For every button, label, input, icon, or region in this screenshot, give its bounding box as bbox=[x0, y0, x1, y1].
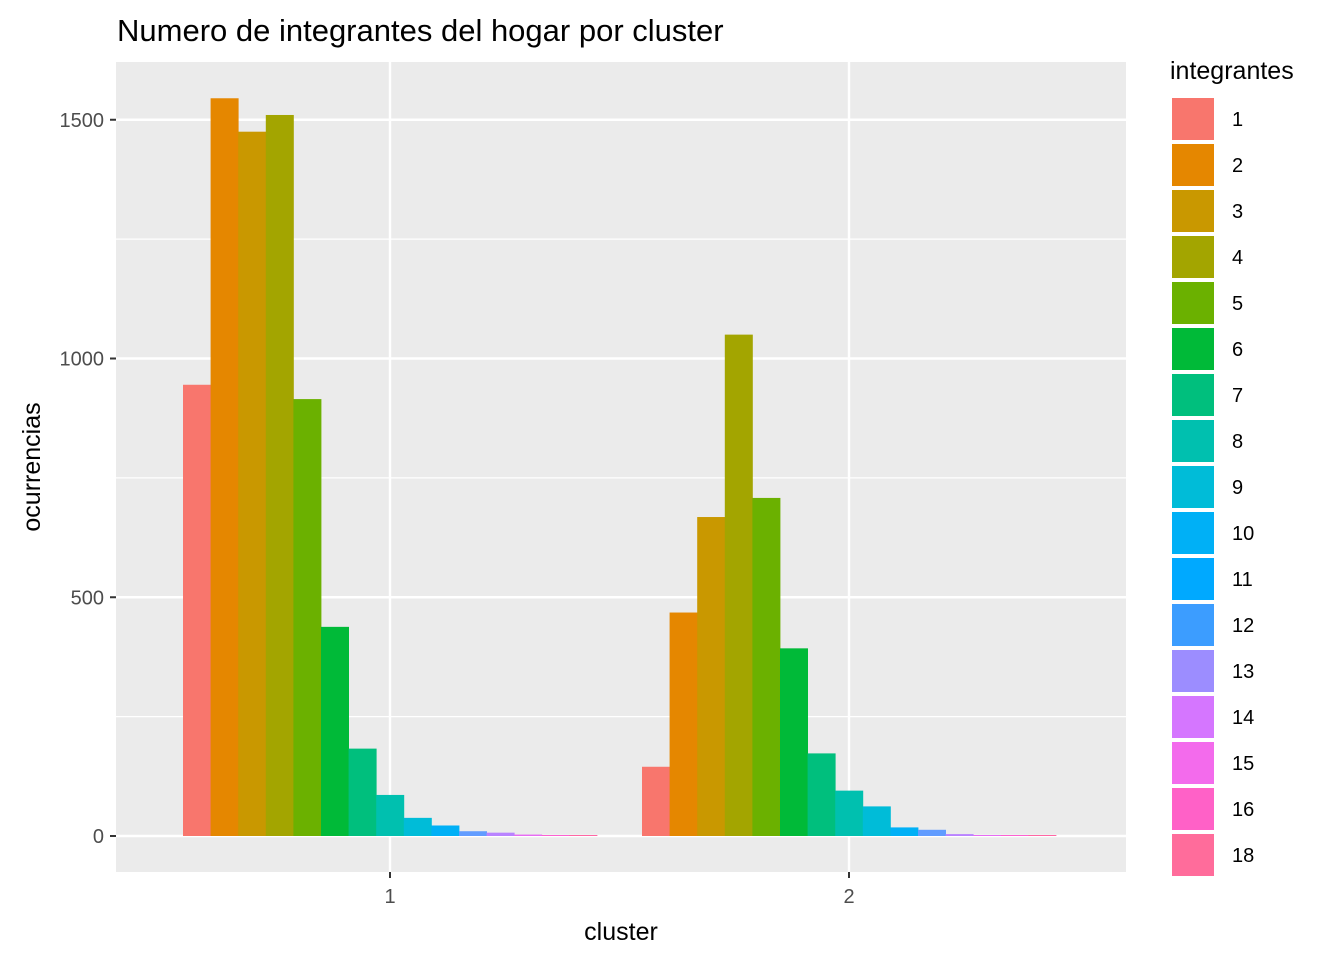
bar bbox=[890, 827, 919, 836]
bar bbox=[514, 834, 543, 836]
y-tick-label: 1000 bbox=[60, 349, 105, 371]
legend-key bbox=[1172, 650, 1214, 692]
bar bbox=[862, 806, 891, 836]
legend-label: 5 bbox=[1232, 293, 1243, 315]
bar bbox=[669, 612, 698, 836]
bar bbox=[945, 834, 974, 836]
x-tick-label: 1 bbox=[384, 886, 395, 908]
bar bbox=[265, 114, 294, 837]
legend-label: 3 bbox=[1232, 201, 1243, 223]
legend-key bbox=[1172, 604, 1214, 646]
legend-label: 16 bbox=[1232, 799, 1254, 821]
legend-key bbox=[1172, 742, 1214, 784]
legend-key bbox=[1172, 512, 1214, 554]
legend-key bbox=[1172, 236, 1214, 278]
legend-label: 14 bbox=[1232, 707, 1254, 729]
legend-key bbox=[1172, 282, 1214, 324]
bar bbox=[183, 384, 211, 836]
legend-label: 12 bbox=[1232, 615, 1254, 637]
bar bbox=[541, 835, 570, 836]
bar bbox=[459, 831, 487, 836]
bar bbox=[1000, 835, 1029, 836]
legend-key bbox=[1172, 190, 1214, 232]
bar bbox=[780, 648, 808, 836]
y-tick-label: 1500 bbox=[60, 110, 105, 132]
bar bbox=[835, 790, 864, 836]
bar bbox=[431, 825, 460, 836]
x-tick-label: 2 bbox=[843, 886, 854, 908]
y-axis-title: ocurrencias bbox=[18, 402, 46, 531]
x-axis-title: cluster bbox=[584, 918, 658, 946]
legend-label: 18 bbox=[1232, 845, 1254, 867]
legend-label: 9 bbox=[1232, 477, 1243, 499]
legend-key bbox=[1172, 788, 1214, 830]
legend-key bbox=[1172, 144, 1214, 186]
y-tick-label: 0 bbox=[93, 826, 104, 848]
legend-key bbox=[1172, 98, 1214, 140]
legend-key bbox=[1172, 696, 1214, 738]
legend-key bbox=[1172, 834, 1214, 876]
bar bbox=[918, 829, 946, 836]
y-tick-label: 500 bbox=[71, 587, 104, 609]
legend-key bbox=[1172, 558, 1214, 600]
bars bbox=[183, 98, 1057, 837]
bar bbox=[376, 794, 405, 836]
bar bbox=[807, 753, 836, 836]
bar bbox=[724, 334, 753, 836]
legend-label: 6 bbox=[1232, 339, 1243, 361]
legend-label: 13 bbox=[1232, 661, 1254, 683]
chart-title: Numero de integrantes del hogar por clus… bbox=[117, 13, 724, 48]
legend-label: 1 bbox=[1232, 109, 1243, 131]
legend-label: 8 bbox=[1232, 431, 1243, 453]
bar bbox=[486, 832, 515, 836]
bar bbox=[1028, 835, 1057, 836]
y-axis: 0 500 1000 1500 bbox=[60, 110, 116, 848]
bar bbox=[348, 748, 377, 836]
bar bbox=[238, 131, 267, 836]
legend-label: 4 bbox=[1232, 247, 1243, 269]
legend-title: integrantes bbox=[1170, 57, 1294, 85]
legend-label: 11 bbox=[1232, 569, 1253, 591]
legend-key bbox=[1172, 466, 1214, 508]
legend-key bbox=[1172, 374, 1214, 416]
bar bbox=[973, 835, 1002, 836]
bar bbox=[210, 98, 239, 836]
legend-label: 15 bbox=[1232, 753, 1254, 775]
legend-label: 10 bbox=[1232, 523, 1254, 545]
legend-label: 7 bbox=[1232, 385, 1243, 407]
legend-key bbox=[1172, 328, 1214, 370]
bar bbox=[321, 626, 349, 836]
bar bbox=[752, 497, 781, 836]
bar bbox=[642, 766, 670, 836]
legend-label: 2 bbox=[1232, 155, 1243, 177]
bar bbox=[697, 517, 726, 836]
legend-key bbox=[1172, 420, 1214, 462]
bar bbox=[569, 835, 598, 836]
bar bbox=[293, 399, 322, 836]
bar bbox=[403, 817, 432, 836]
